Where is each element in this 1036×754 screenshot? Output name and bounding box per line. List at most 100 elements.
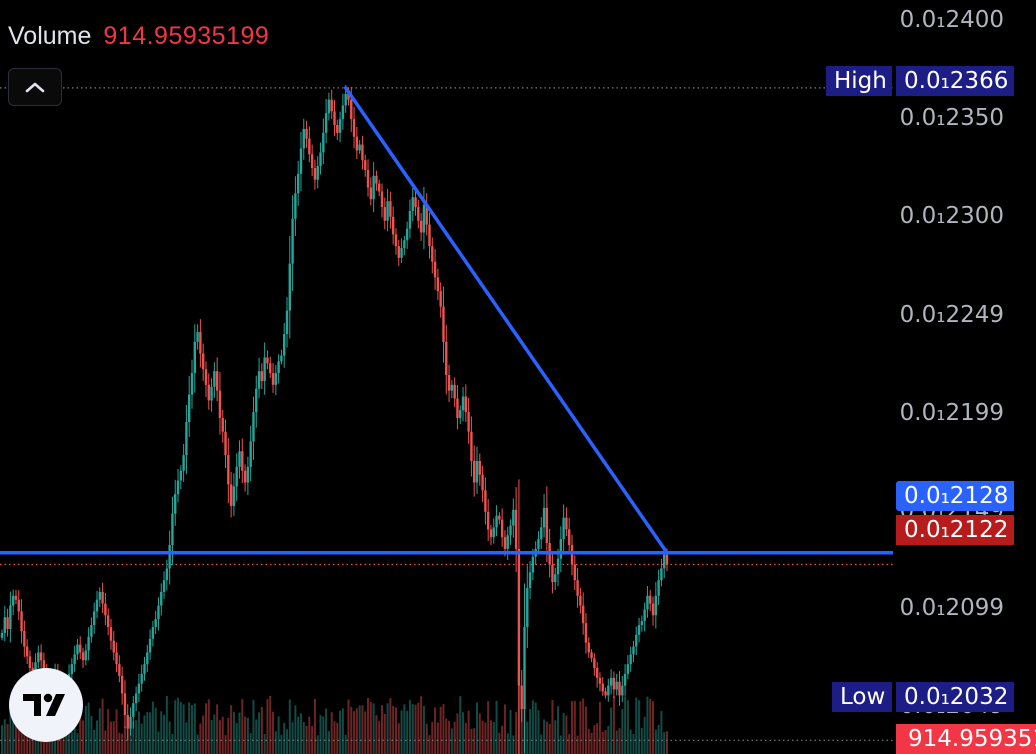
volume-bar	[311, 726, 314, 754]
volume-bar	[459, 696, 462, 754]
candle-body	[375, 175, 378, 184]
volume-bar	[601, 731, 604, 754]
volume-bar	[643, 716, 646, 754]
tradingview-logo[interactable]	[9, 668, 83, 742]
candle-body	[95, 599, 99, 612]
volume-bar	[213, 714, 216, 754]
volume-bar	[98, 708, 101, 754]
candle-body	[584, 623, 588, 643]
volume-bar	[96, 720, 98, 754]
low-label: Low	[840, 684, 886, 710]
candle-body	[411, 197, 414, 211]
volume-bar	[503, 704, 506, 754]
volume-bar	[68, 728, 71, 754]
candle-body	[148, 638, 152, 653]
volume-bar	[406, 710, 409, 754]
volume-bar	[420, 696, 423, 754]
candle-body	[42, 660, 46, 672]
volume-legend: Volume 914.95935199	[8, 22, 269, 51]
candle-body	[162, 580, 166, 592]
candle-body	[143, 664, 146, 674]
volume-bar	[442, 704, 445, 754]
high-label-tag: High	[826, 66, 892, 96]
volume-bar	[400, 710, 403, 754]
low-label-tag: Low	[832, 682, 892, 712]
volume-bar	[210, 719, 213, 754]
candle-body	[473, 460, 476, 483]
candle-body	[73, 654, 76, 665]
candle-body	[207, 384, 210, 401]
candle-body	[285, 310, 289, 335]
candle-body	[257, 371, 261, 389]
candle-body	[654, 595, 658, 616]
candle-body	[478, 460, 481, 475]
candle-body	[160, 591, 163, 606]
volume-bar	[333, 721, 336, 754]
candle-body	[514, 509, 518, 549]
volume-bar	[369, 702, 372, 754]
candle-body	[106, 615, 110, 628]
low-value-tag: 0.0₁2032	[896, 682, 1014, 712]
volume-bar	[551, 700, 554, 754]
volume-bar	[322, 716, 325, 754]
candle-body	[246, 466, 250, 483]
volume-bar	[657, 725, 660, 754]
candle-body	[350, 99, 353, 120]
candle-body	[551, 564, 554, 583]
volume-bar	[562, 713, 565, 754]
candle-body	[129, 716, 132, 729]
candle-body	[358, 144, 361, 151]
volume-bar	[450, 728, 453, 754]
candle-body	[649, 595, 652, 604]
volume-bar	[344, 734, 347, 754]
candle-body	[76, 644, 79, 655]
price-tick-label: 0.0₁2099	[899, 595, 1004, 622]
volume-bar	[65, 728, 68, 754]
volume-bar	[294, 705, 297, 754]
candle-body	[570, 544, 574, 565]
volume-bar	[146, 711, 149, 754]
volume-bar	[448, 720, 451, 754]
candle-body	[623, 673, 627, 686]
candle-body	[445, 341, 448, 376]
volume-bar	[241, 699, 244, 754]
candle-body	[190, 373, 194, 395]
volume-bar	[121, 733, 124, 754]
candle-body	[263, 357, 266, 381]
volume-bar	[481, 720, 484, 754]
candle-body	[397, 246, 400, 258]
candle-body	[249, 441, 252, 467]
candle-body	[593, 658, 596, 669]
volume-bar	[470, 728, 473, 754]
volume-bar	[109, 721, 112, 754]
candle-body	[81, 652, 85, 661]
candle-body	[11, 595, 15, 606]
volume-bar	[266, 699, 269, 754]
volume-bar	[554, 720, 557, 754]
volume-bar	[1, 725, 3, 754]
candle-body	[151, 627, 155, 639]
candle-body	[17, 599, 20, 612]
candle-body	[422, 205, 426, 233]
candle-body	[218, 390, 222, 419]
candle-body	[601, 683, 604, 692]
volume-bar	[411, 704, 414, 754]
candle-body	[229, 484, 233, 506]
volume-bar	[3, 719, 6, 754]
volume-bar	[235, 723, 238, 754]
candle-body	[193, 341, 196, 374]
volume-bar	[604, 730, 607, 754]
tradingview-logo-icon	[23, 693, 65, 716]
volume-bar	[54, 734, 57, 754]
candle-body	[450, 384, 454, 391]
candle-body	[632, 646, 635, 655]
candle-body	[651, 603, 655, 616]
volume-bar	[313, 698, 316, 754]
volume-bar	[112, 721, 115, 754]
candle-body	[20, 611, 23, 631]
volume-bar	[104, 730, 107, 754]
collapse-legend-button[interactable]	[8, 68, 62, 106]
candle-body	[330, 99, 333, 112]
candle-body	[34, 662, 37, 674]
